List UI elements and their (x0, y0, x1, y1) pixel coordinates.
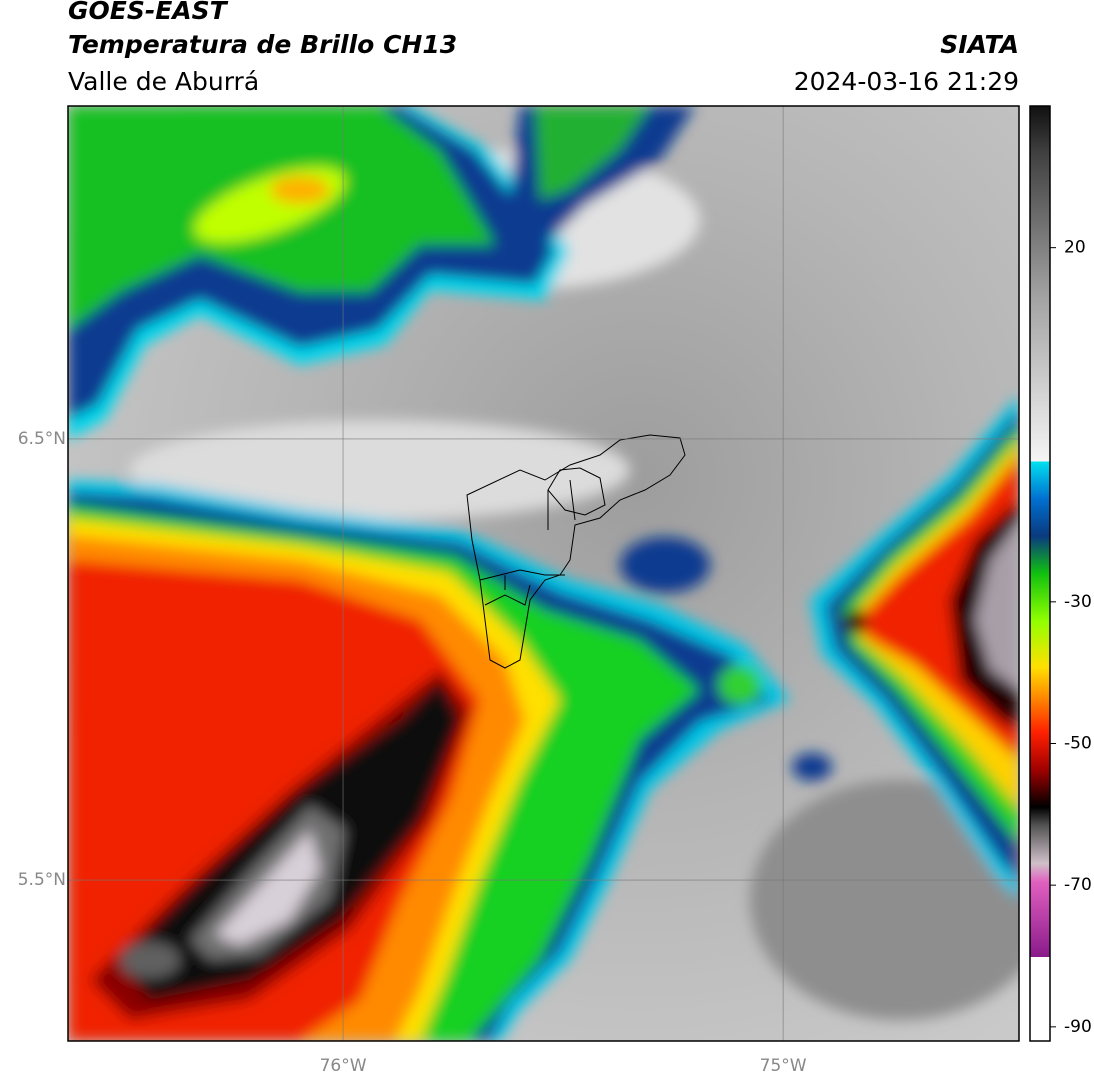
valle-outline (466, 434, 686, 669)
datetime: 2024-03-16 21:29 (794, 67, 1019, 96)
region: Valle de Aburrá (68, 67, 259, 96)
lon-label: 75°W (760, 1056, 807, 1076)
map-frame (67, 105, 1020, 1042)
colorbar-tick-label: -90 (1064, 1017, 1092, 1037)
colorbar-tick-label: -70 (1064, 875, 1092, 895)
grid (68, 106, 1019, 1041)
colorbar-tick-label: -50 (1064, 734, 1092, 754)
colorbar-tick-label: -30 (1064, 592, 1092, 612)
source: SIATA (940, 30, 1019, 59)
lat-label: 5.5°N (18, 870, 66, 890)
satellite-image (68, 106, 1019, 1041)
colorbar-tick-label: 20 (1064, 238, 1086, 258)
subtitle: Temperatura de Brillo CH13 (68, 30, 457, 59)
lat-label: 6.5°N (18, 429, 66, 449)
lon-label: 76°W (320, 1056, 367, 1076)
colorbar (1029, 105, 1051, 1042)
title: GOES-EAST (68, 0, 229, 25)
